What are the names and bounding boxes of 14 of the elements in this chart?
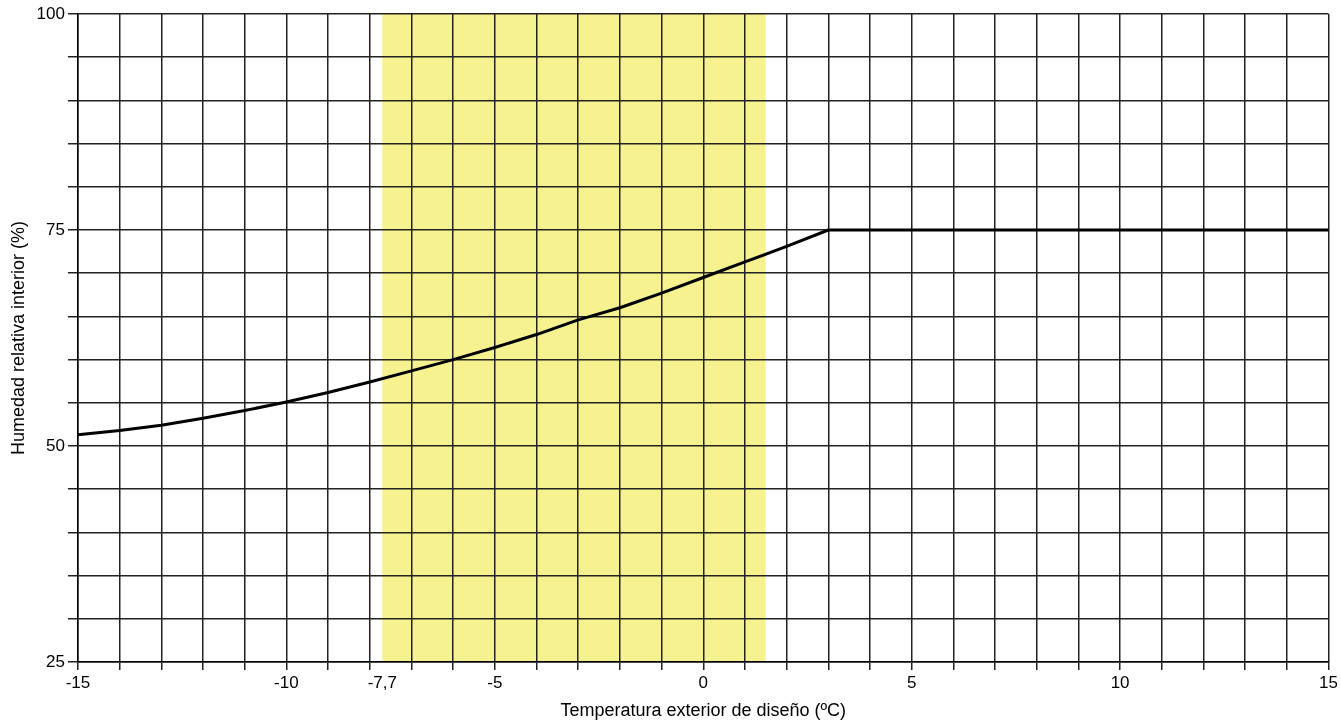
y-tick-label: 50 [46,435,65,455]
y-axis-title: Humedad relativa interior (%) [7,220,28,456]
x-tick-label: -15 [65,672,91,692]
x-tick-label: 0 [698,672,708,692]
x-tick-label: -7,7 [367,672,397,692]
x-tick-label: -10 [274,672,299,692]
x-tick-label: 5 [906,672,917,692]
x-tick-label: 10 [1110,672,1130,692]
x-tick-label: 15 [1319,672,1339,692]
y-tick-label: 75 [46,219,65,239]
x-tick-label: -5 [487,672,503,692]
y-tick-label: 25 [46,651,65,671]
x-axis-title: Temperatura exterior de diseño (ºC) [560,700,847,721]
y-tick-label: 100 [36,3,65,23]
